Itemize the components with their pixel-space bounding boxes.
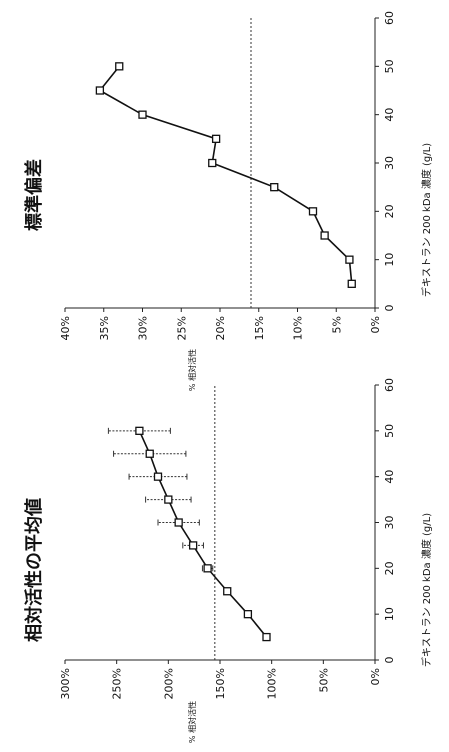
- y-tick-label: 40%: [59, 316, 72, 340]
- y-tick-label: 0%: [369, 668, 382, 685]
- data-point: [223, 587, 232, 596]
- y-axis-label: % 相対活性: [187, 701, 197, 743]
- y-tick-label: 250%: [111, 668, 124, 699]
- x-tick-label: 50: [383, 424, 396, 438]
- y-tick-label: 150%: [214, 668, 227, 699]
- x-tick-label: 0: [383, 657, 396, 664]
- data-point: [347, 279, 356, 288]
- chart-title: 標準偏差: [23, 159, 45, 231]
- data-point: [211, 134, 221, 143]
- y-tick-label: 35%: [98, 316, 111, 340]
- data-point: [135, 426, 144, 435]
- x-tick-label: 60: [383, 11, 396, 25]
- y-tick-label: 25%: [175, 316, 188, 340]
- x-tick-label: 30: [383, 516, 396, 530]
- y-axis-label: % 相対活性: [187, 349, 197, 391]
- y-tick-label: 10%: [292, 316, 305, 340]
- data-point: [262, 632, 271, 642]
- y-tick-label: 5%: [330, 316, 343, 333]
- x-axis-label: デキストラン 200 kDa 濃度 (g/L): [420, 143, 433, 297]
- chart-panel-1: 0 10 20 30 40 50 60 0% 50% 100% 150% 200% 250% 300% 相対…: [23, 378, 433, 743]
- data-point: [174, 518, 183, 527]
- series-line: [138, 430, 268, 638]
- data-point: [243, 610, 253, 619]
- data-point: [164, 495, 173, 504]
- x-tick-label: 40: [383, 108, 396, 122]
- x-tick-label: 20: [383, 204, 396, 218]
- data-point: [95, 86, 105, 95]
- x-tick-label: 60: [383, 378, 396, 392]
- data-point: [208, 158, 217, 168]
- y-tick-label: 50%: [317, 668, 330, 692]
- data-point: [203, 564, 212, 573]
- data-point: [138, 110, 147, 119]
- x-tick-label: 30: [383, 156, 396, 170]
- y-tick-label: 30%: [137, 316, 150, 340]
- data-point: [345, 255, 354, 264]
- x-tick-label: 10: [383, 607, 396, 621]
- y-tick-label: 0%: [369, 316, 382, 333]
- y-tick-label: 15%: [253, 316, 266, 340]
- y-tick-label: 300%: [59, 668, 72, 699]
- y-tick-label: 20%: [214, 316, 227, 340]
- x-tick-label: 10: [383, 253, 396, 267]
- data-point: [145, 449, 154, 458]
- chart-title: 相対活性の平均値: [23, 498, 45, 642]
- data-point: [320, 231, 329, 240]
- data-point: [188, 541, 198, 550]
- x-tick-label: 50: [383, 59, 396, 73]
- series-line: [98, 65, 353, 284]
- y-tick-label: 200%: [162, 668, 175, 699]
- data-point: [270, 183, 279, 192]
- x-axis-label: デキストラン 200 kDa 濃度 (g/L): [420, 513, 433, 667]
- data-point: [308, 207, 318, 216]
- data-point: [153, 472, 163, 481]
- y-tick-label: 100%: [266, 668, 279, 699]
- x-tick-label: 0: [383, 305, 396, 312]
- x-tick-label: 20: [383, 561, 396, 575]
- x-tick-label: 40: [383, 470, 396, 484]
- chart-panel-2: 0 10 20 30 40 50 60 0% 5% 10% 15% 20% 25% 30% 35% 40% 標準…: [23, 11, 433, 391]
- data-point: [115, 62, 124, 71]
